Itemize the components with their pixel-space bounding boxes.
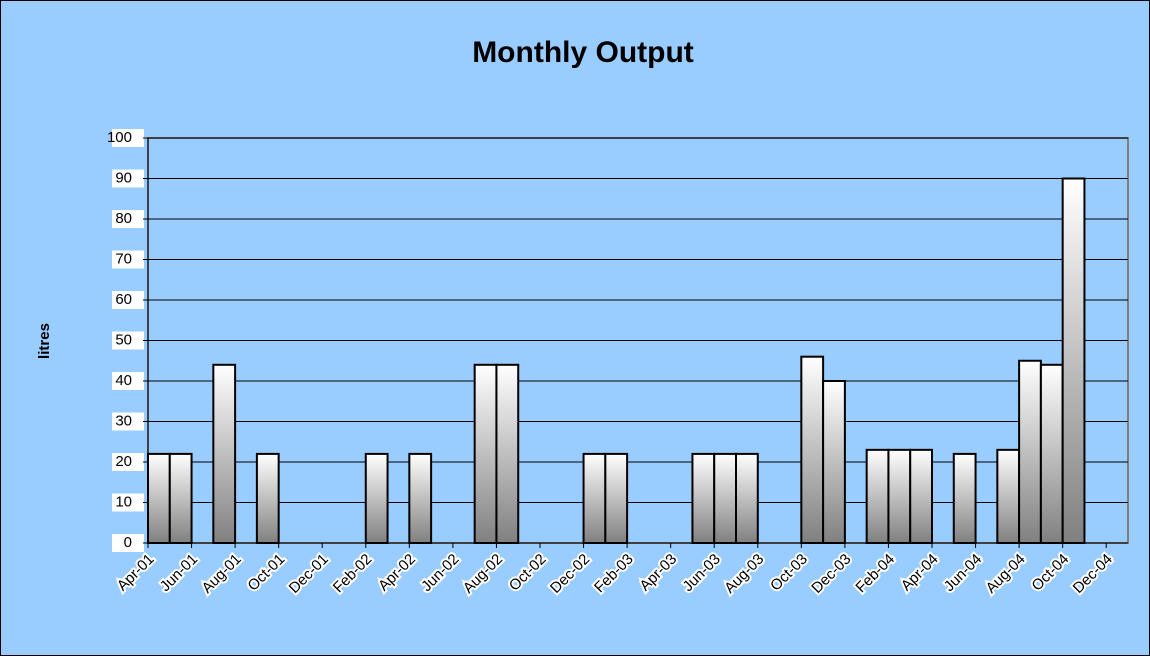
bar [1018,359,1042,544]
y-tick-label-bg [112,534,144,552]
y-tick-label: 0 [124,534,132,551]
bar [822,380,846,544]
bar [582,452,607,544]
y-tick-label: 80 [115,210,132,227]
bar [996,448,1021,545]
y-tick-label: 20 [115,453,132,470]
bar [735,452,759,544]
bar [887,448,912,545]
bar [800,355,825,545]
y-tick-label: 90 [115,169,132,186]
y-tick-label-bg [112,493,144,512]
y-tick-label-bg [112,331,144,350]
bar [713,452,738,544]
y-tick-label: 60 [115,291,132,308]
bar [909,448,934,545]
bar [255,452,280,544]
y-tick-label-bg [112,250,144,269]
y-tick-label: 70 [115,250,132,267]
bar [865,448,890,545]
y-tick-label-bg [112,291,144,309]
bar [1039,363,1064,544]
y-tick-label: 40 [115,372,132,389]
bar [473,363,498,544]
y-tick-label-bg [112,412,144,431]
y-axis-label: litres [36,323,53,359]
y-tick-label-bg [112,210,144,228]
y-tick-label: 30 [115,412,132,429]
y-tick-label-bg [112,129,144,147]
bar [212,363,237,544]
y-tick-label-bg [112,453,144,471]
bar [495,363,520,544]
y-tick-label-bg [112,169,144,188]
bar [691,452,716,544]
y-tick-label: 50 [115,331,132,348]
bar [952,452,977,544]
bar [168,452,193,544]
bar [147,452,171,544]
bar [604,452,629,544]
bar [364,452,389,544]
y-tick-label: 10 [115,493,132,510]
bar [408,452,433,544]
y-tick-label-bg [112,372,144,390]
y-tick-label: 100 [107,129,132,146]
bar [1061,177,1086,544]
chart-title: Monthly Output [472,36,694,69]
